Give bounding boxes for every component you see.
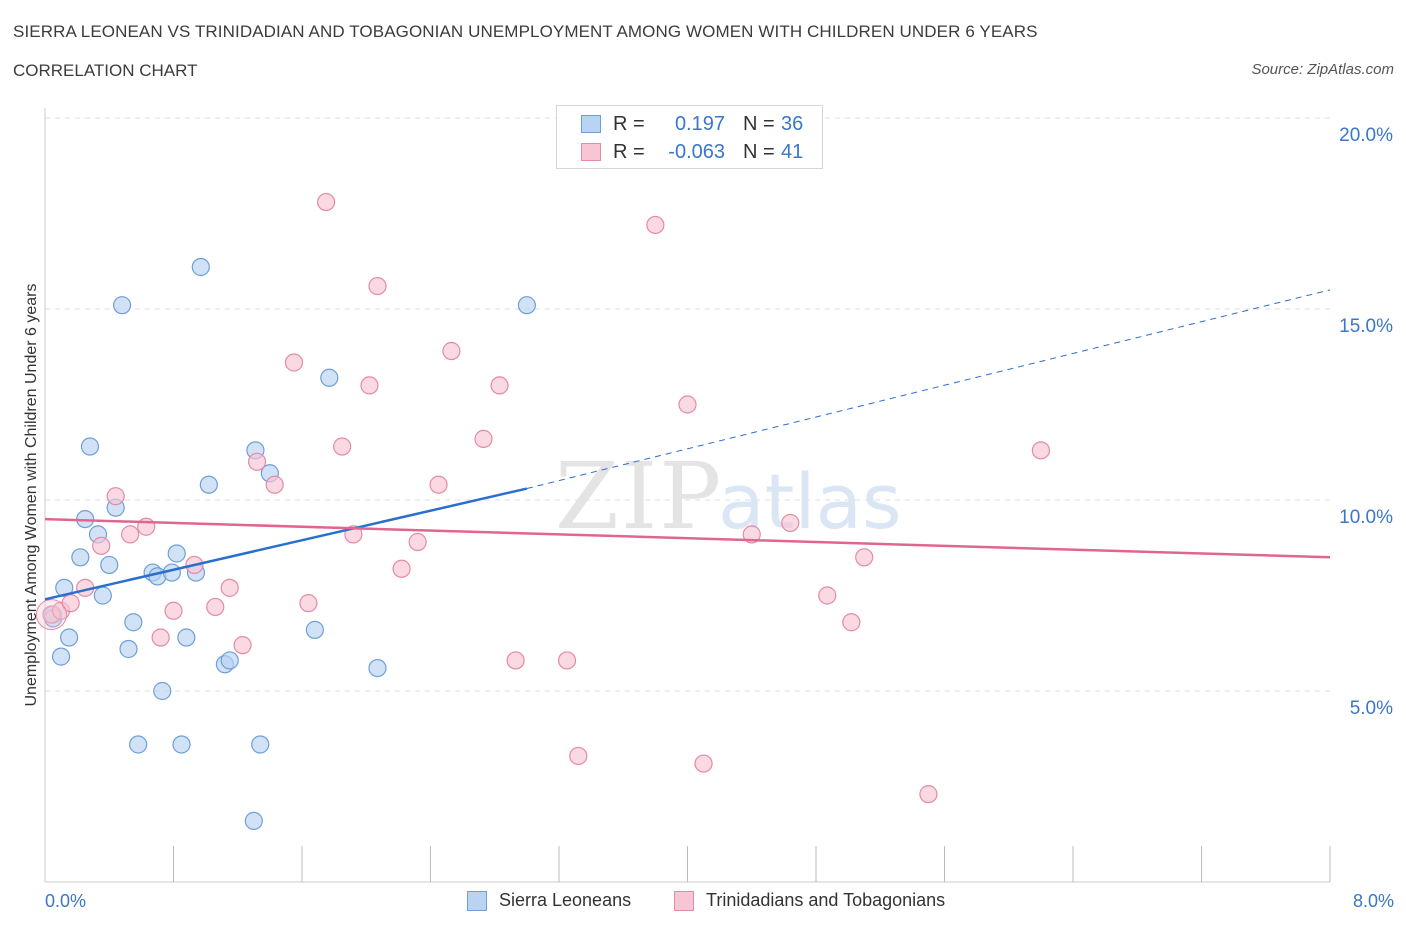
- r-value: -0.063: [668, 140, 725, 163]
- data-point-sierra-leonean: [129, 735, 148, 754]
- r-value: 0.197: [674, 112, 725, 135]
- data-point-trinidadian: [316, 192, 336, 212]
- data-point-trinidadian: [742, 525, 761, 544]
- trend-line-sierra-leoneans: [44, 487, 528, 601]
- data-point-sierra-leonean: [80, 437, 100, 456]
- data-point-trinidadian: [299, 594, 318, 613]
- data-point-sierra-leonean: [320, 368, 339, 387]
- data-point-trinidadian: [781, 513, 800, 533]
- legend-row-trinidadians: R = -0.063 N = 41: [581, 140, 803, 164]
- legend-label-trinidadians: Trinidadians and Tobagonians: [706, 890, 946, 910]
- legend-row-sierra-leoneans: R = 0.197 N = 36: [581, 112, 803, 136]
- data-point-trinidadian: [333, 437, 352, 456]
- trend-line-sierra-leoneans-projection: [526, 289, 1331, 490]
- data-point-sierra-leonean: [305, 620, 324, 639]
- trend-lines: [44, 289, 1331, 601]
- data-point-sierra-leonean: [55, 578, 74, 597]
- x-tick-label-max: 8.0%: [1352, 891, 1394, 911]
- data-point-trinidadian: [569, 746, 588, 766]
- n-label: N =: [743, 112, 775, 135]
- data-point-sierra-leonean: [51, 647, 71, 666]
- data-point-trinidadian: [408, 532, 427, 552]
- legend-item-sierra-leoneans: Sierra Leoneans: [467, 890, 631, 911]
- data-point-trinidadian: [265, 475, 284, 494]
- data-point-sierra-leonean: [119, 639, 138, 659]
- data-point-sierra-leonean: [251, 735, 270, 754]
- data-point-sierra-leonean: [153, 681, 172, 701]
- data-point-sierra-leonean: [112, 296, 132, 315]
- data-point-sierra-leonean: [100, 555, 119, 575]
- data-point-trinidadian: [92, 536, 111, 555]
- data-point-trinidadian: [35, 599, 67, 631]
- data-point-trinidadian: [490, 376, 509, 395]
- legend-swatch-blue: [467, 890, 487, 911]
- data-point-sierra-leonean: [199, 475, 218, 494]
- data-point-sierra-leonean: [172, 735, 191, 754]
- y-tick-label: 20.0%: [1339, 125, 1393, 146]
- data-point-trinidadian: [360, 376, 379, 395]
- data-point-trinidadian: [206, 597, 225, 617]
- r-label: R =: [613, 140, 645, 163]
- source-label: Source: ZipAtlas.com: [1251, 61, 1394, 78]
- data-point-sierra-leonean: [124, 613, 143, 632]
- data-point-trinidadian: [678, 395, 697, 414]
- series-trinidadians-points: [35, 192, 1050, 804]
- legend-swatch-pink: [674, 890, 694, 911]
- data-point-trinidadian: [855, 548, 874, 567]
- data-point-trinidadian: [442, 341, 461, 361]
- data-point-sierra-leonean: [191, 257, 210, 277]
- data-point-trinidadian: [220, 578, 239, 597]
- n-value: 36: [781, 112, 804, 135]
- data-point-trinidadian: [842, 613, 861, 632]
- y-axis-label: Unemployment Among Women with Children U…: [23, 283, 40, 707]
- data-point-trinidadian: [164, 601, 183, 620]
- data-point-sierra-leonean: [93, 586, 112, 605]
- legend-swatch-blue: [581, 115, 601, 133]
- data-point-sierra-leonean: [368, 658, 387, 678]
- data-point-sierra-leonean: [517, 296, 536, 315]
- data-point-sierra-leonean: [71, 548, 90, 567]
- y-tick-label: 10.0%: [1339, 507, 1393, 528]
- series-legend: Sierra Leoneans Trinidadians and Tobagon…: [0, 890, 1406, 916]
- data-point-trinidadian: [429, 475, 448, 494]
- legend-swatch-pink: [581, 143, 601, 161]
- legend-item-trinidadians: Trinidadians and Tobagonians: [674, 890, 945, 911]
- data-point-trinidadian: [646, 215, 665, 235]
- data-point-trinidadian: [233, 636, 252, 655]
- y-tick-labels: 5.0% 10.0% 15.0% 20.0%: [1339, 125, 1393, 719]
- data-point-sierra-leonean: [167, 544, 186, 563]
- legend-label-sierra-leoneans: Sierra Leoneans: [499, 890, 632, 910]
- chart-title: SIERRA LEONEAN VS TRINIDADIAN AND TOBAGO…: [13, 22, 1038, 41]
- data-point-trinidadian: [557, 651, 577, 670]
- data-point-trinidadian: [368, 276, 387, 296]
- axes: [44, 108, 1331, 883]
- y-tick-label: 15.0%: [1339, 316, 1393, 337]
- r-label: R =: [613, 112, 645, 135]
- n-value: 41: [781, 140, 804, 163]
- data-point-trinidadian: [474, 429, 493, 448]
- data-point-trinidadian: [818, 586, 837, 605]
- correlation-legend: R = 0.197 N = 36 R = -0.063 N = 41: [556, 105, 823, 169]
- data-point-sierra-leonean: [220, 651, 239, 670]
- x-tick-label-min: 0.0%: [45, 891, 87, 911]
- data-point-trinidadian: [506, 651, 525, 670]
- data-point-sierra-leonean: [244, 811, 263, 830]
- data-point-trinidadian: [106, 487, 125, 506]
- data-point-trinidadian: [284, 353, 304, 372]
- trend-line-trinidadians: [44, 517, 1331, 559]
- data-point-trinidadian: [919, 785, 938, 804]
- data-point-sierra-leonean: [59, 628, 79, 647]
- data-point-sierra-leonean: [177, 628, 196, 647]
- chart-subtitle: CORRELATION CHART: [13, 61, 198, 80]
- n-label: N =: [743, 140, 775, 163]
- data-point-trinidadian: [694, 754, 713, 773]
- data-point-trinidadian: [1031, 441, 1050, 460]
- y-tick-label: 5.0%: [1350, 698, 1393, 719]
- watermark: ZIP atlas: [555, 443, 902, 550]
- data-point-trinidadian: [151, 628, 170, 647]
- data-point-trinidadian: [392, 559, 411, 578]
- data-point-trinidadian: [247, 452, 267, 471]
- data-point-trinidadian: [121, 525, 140, 544]
